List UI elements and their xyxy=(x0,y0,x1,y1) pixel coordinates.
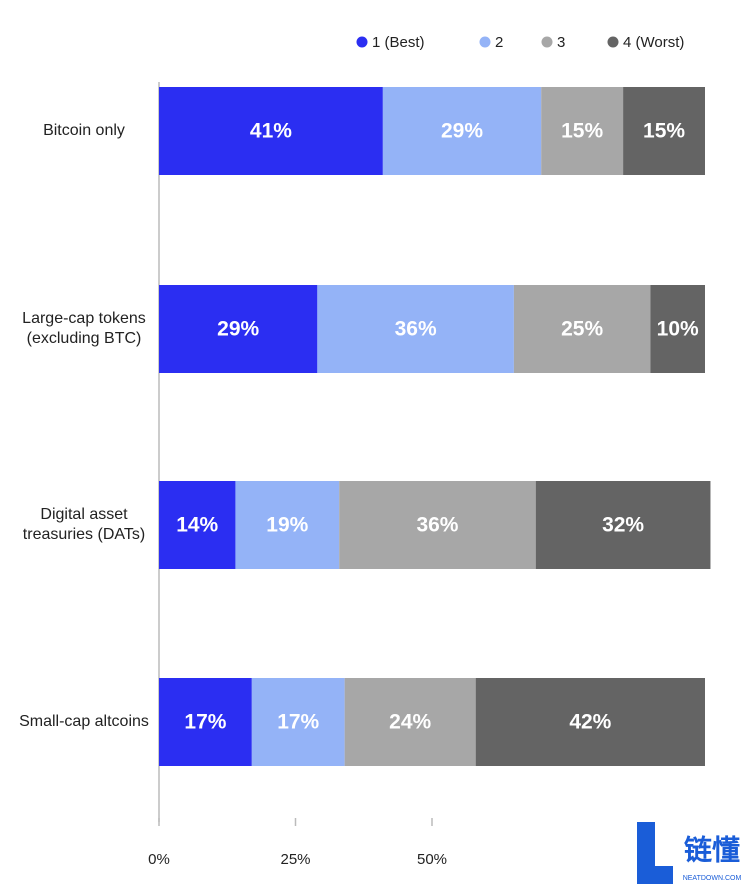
bar-segment xyxy=(159,87,383,175)
x-tick-label: 0% xyxy=(148,851,170,868)
value-label: 32% xyxy=(602,514,644,537)
category-label: Bitcoin only xyxy=(43,122,125,139)
value-label: 41% xyxy=(250,120,292,143)
value-label: 36% xyxy=(416,514,458,537)
watermark-logo xyxy=(637,822,673,884)
bar-segment xyxy=(251,678,345,766)
category-label: Digital asset treasuries (DATs) xyxy=(22,506,146,543)
value-label: 10% xyxy=(657,318,699,341)
category-label: Small-cap altcoins xyxy=(19,713,149,730)
bar-segment xyxy=(650,285,705,373)
bar-segment xyxy=(513,285,651,373)
watermark-sub: NEATDOWN.COM xyxy=(683,875,742,882)
watermark: 链懂 NEATDOWN.COM xyxy=(637,822,741,884)
value-label: 29% xyxy=(217,318,259,341)
bar-segment xyxy=(382,87,542,175)
legend-label: 3 xyxy=(557,34,565,51)
bar-segment xyxy=(159,285,318,373)
bar-segment xyxy=(317,285,514,373)
legend-swatch xyxy=(356,36,368,48)
bar-segment xyxy=(623,87,705,175)
watermark-text: 链懂 xyxy=(684,834,740,865)
bar-segment xyxy=(344,678,476,766)
value-label: 42% xyxy=(569,711,611,734)
value-label: 19% xyxy=(266,514,308,537)
value-label: 15% xyxy=(643,120,685,143)
category-label: Large-cap tokens (excluding BTC) xyxy=(22,310,146,347)
legend-label: 1 (Best) xyxy=(372,34,425,51)
value-label: 24% xyxy=(389,711,431,734)
legend-swatch xyxy=(479,36,491,48)
bar-segment xyxy=(159,678,252,766)
bar-segment xyxy=(475,678,705,766)
bar-segment xyxy=(339,481,536,569)
value-label: 14% xyxy=(176,514,218,537)
value-label: 36% xyxy=(395,318,437,341)
legend-label: 4 (Worst) xyxy=(623,34,684,51)
x-tick-label: 25% xyxy=(280,851,310,868)
legend-swatch xyxy=(541,36,553,48)
legend-label: 2 xyxy=(495,34,503,51)
value-label: 17% xyxy=(277,711,319,734)
value-label: 29% xyxy=(441,120,483,143)
value-label: 25% xyxy=(561,318,603,341)
value-label: 15% xyxy=(561,120,603,143)
legend-swatch xyxy=(607,36,619,48)
value-label: 17% xyxy=(184,711,226,734)
x-tick-label: 50% xyxy=(417,851,447,868)
bar-segment xyxy=(535,481,711,569)
bar-segment xyxy=(541,87,624,175)
bar-segment xyxy=(235,481,340,569)
bar-segment xyxy=(159,481,236,569)
